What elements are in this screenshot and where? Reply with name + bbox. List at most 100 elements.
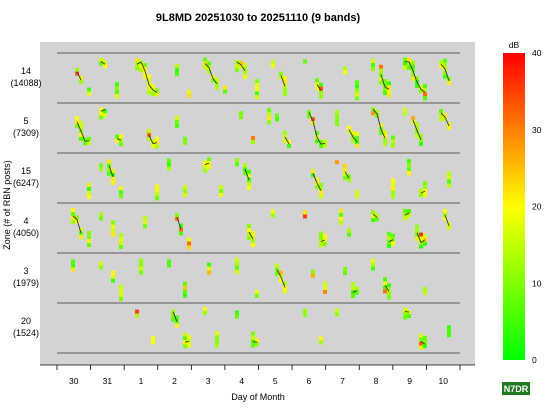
heatmap-cell [119,284,123,289]
series-line [76,121,90,142]
heatmap-cell [355,84,359,89]
heatmap-cell [171,309,175,314]
heatmap-cell [283,138,287,143]
heatmap-cell [111,274,115,279]
heatmap-cell [119,288,123,293]
heatmap-cell [351,138,355,143]
heatmap-cell [247,181,251,186]
heatmap-cell [99,107,103,112]
heatmap-cell [115,86,119,91]
heatmap-cell [383,134,387,139]
heatmap-cell [279,278,283,283]
heatmap-cell [323,139,327,144]
heatmap-cell [207,270,211,275]
heatmap-cell [115,138,119,143]
heatmap-cell [79,136,83,141]
heatmap-cell [343,70,347,75]
heatmap-cell [379,76,383,81]
heatmap-cell [151,336,155,341]
heatmap-cell [419,341,423,346]
heatmap-cell [115,94,119,99]
heatmap-cell [351,294,355,299]
colorbar-tick-label: 30 [532,125,542,135]
heatmap-cell [235,64,239,69]
heatmap-cell [79,120,83,125]
heatmap-cell [99,111,103,116]
heatmap-cell [319,194,323,199]
colorbar-label: dB [509,40,520,50]
heatmap-cell [355,131,359,136]
heatmap-cell [111,176,115,181]
heatmap-cell [187,339,191,344]
heatmap-cell [147,90,151,95]
heatmap-cell [275,113,279,118]
heatmap-cell [283,285,287,290]
heatmap-cell [319,182,323,187]
heatmap-cell [415,236,419,241]
heatmap-cell [155,192,159,197]
heatmap-cell [303,214,307,219]
heatmap-cell [415,122,419,127]
heatmap-cell [339,212,343,217]
heatmap-cell [447,325,451,330]
heatmap-cell [371,218,375,223]
heatmap-cell [119,296,123,301]
heatmap-cell [315,86,319,91]
heatmap-cell [99,115,103,120]
heatmap-cell [119,245,123,250]
heatmap-cell [267,120,271,125]
heatmap-cell [239,115,243,120]
heatmap-cell [391,182,395,187]
heatmap-cell [183,281,187,286]
x-tick-label: 5 [273,376,278,386]
heatmap-cell [71,220,75,225]
heatmap-cell [443,74,447,79]
heatmap-cell [387,81,391,86]
heatmap-cell [147,128,151,133]
heatmap-cell [347,178,351,183]
heatmap-cell [407,163,411,168]
heatmap-cell [143,67,147,72]
heatmap-cell [411,120,415,125]
heatmap-cell [423,290,427,295]
heatmap-cell [139,68,143,73]
heatmap-cell [111,172,115,177]
heatmap-cell [355,194,359,199]
heatmap-cell [415,224,419,229]
heatmap-cell [335,160,339,165]
heatmap-cell [235,310,239,315]
heatmap-cell [379,80,383,85]
heatmap-cell [347,174,351,179]
heatmap-cell [71,208,75,213]
heatmap-cell [371,266,375,271]
heatmap-cell [103,60,107,65]
heatmap-cell [119,194,123,199]
heatmap-cell [187,241,191,246]
heatmap-cell [255,338,259,343]
heatmap-cell [407,213,411,218]
heatmap-cell [143,63,147,68]
heatmap-cell [215,81,219,86]
colorbar-ticks: 0 10 20 30 40 [532,48,542,365]
heatmap-cell [99,57,103,62]
heatmap-cell [343,163,347,168]
heatmap-cell [215,77,219,82]
series-line [204,162,210,166]
series-line [384,285,390,292]
heatmap-cell [135,313,139,318]
heatmap-cell [407,209,411,214]
heatmap-cell [139,270,143,275]
heatmap-cell [315,177,319,182]
credit-badge [502,382,530,395]
heatmap-cell [271,60,275,65]
heatmap-cell [107,171,111,176]
heatmap-cell [207,266,211,271]
heatmap-cell [339,216,343,221]
heatmap-cell [403,107,407,112]
heatmap-cell [415,130,419,135]
heatmap-cell [447,179,451,184]
heatmap-cell [243,62,247,67]
heatmap-cell [391,233,395,238]
heatmap-cell [175,323,179,328]
